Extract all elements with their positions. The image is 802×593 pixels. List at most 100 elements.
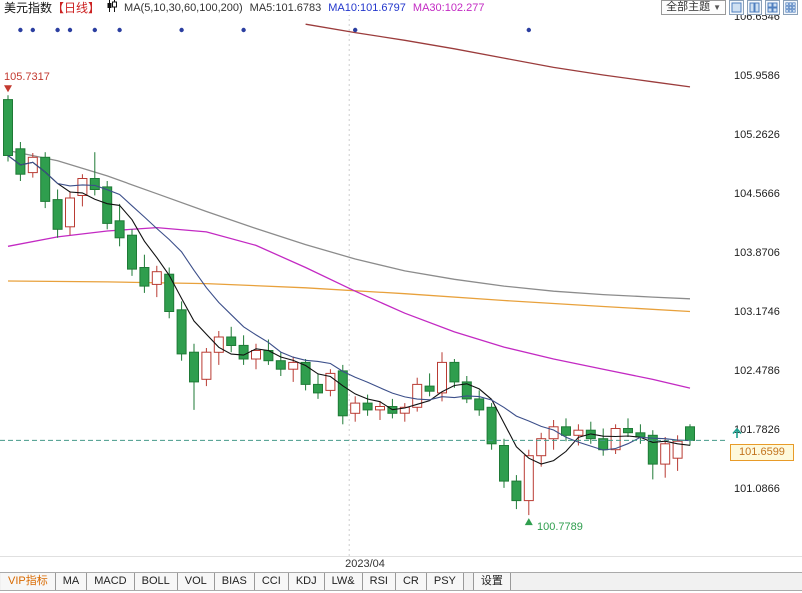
chart-header: 美元指数【日线】 MA(5,10,30,60,100,200) MA5:101.… <box>0 0 802 15</box>
candle <box>461 381 472 400</box>
y-axis-label: 105.9586 <box>734 70 780 82</box>
candle <box>27 156 38 174</box>
candle <box>375 406 385 411</box>
ma10-value: MA10:101.6797 <box>328 1 406 14</box>
event-dot[interactable] <box>353 27 358 33</box>
price-chart-canvas[interactable] <box>0 0 802 556</box>
event-dot[interactable] <box>55 27 60 33</box>
tab-cci[interactable]: CCI <box>254 573 289 590</box>
event-dot[interactable] <box>179 27 184 33</box>
tab-psy[interactable]: PSY <box>426 573 464 590</box>
ma-line-MA10 <box>7 155 691 451</box>
current-price-label: 101.6599 <box>730 444 794 461</box>
high-price-annotation: 105.7317 <box>4 71 50 83</box>
candle <box>139 267 150 287</box>
candle <box>647 434 658 465</box>
event-dot[interactable] <box>67 27 73 33</box>
legend: 美元指数【日线】 MA(5,10,30,60,100,200) MA5:101.… <box>4 0 484 16</box>
candle <box>65 197 75 228</box>
y-axis-label: 105.2626 <box>734 129 780 141</box>
candle <box>52 199 63 230</box>
low-marker-icon <box>524 518 533 526</box>
candle <box>325 372 336 391</box>
event-dot[interactable] <box>117 27 122 33</box>
candle <box>536 438 547 457</box>
candle <box>238 344 249 360</box>
tab-bias[interactable]: BIAS <box>214 573 255 590</box>
tab-vip-indicators[interactable]: VIP指标 <box>0 573 56 590</box>
header-controls: 全部主题 ▼ <box>661 0 798 15</box>
candle <box>102 186 113 224</box>
low-price-annotation: 100.7789 <box>537 521 583 533</box>
candle <box>176 309 187 355</box>
tab-macd[interactable]: MACD <box>87 573 135 590</box>
candle <box>399 406 410 414</box>
y-axis-label: 103.8706 <box>734 247 780 259</box>
candle <box>672 440 683 459</box>
tab-rsi[interactable]: RSI <box>362 573 396 590</box>
event-dot[interactable] <box>92 27 98 33</box>
candle <box>226 336 237 346</box>
event-dot[interactable] <box>30 27 35 33</box>
tab-vol[interactable]: VOL <box>177 573 215 590</box>
layout-9grid-icon[interactable] <box>783 0 798 15</box>
candle <box>660 443 671 465</box>
tab-ma[interactable]: MA <box>55 573 88 590</box>
plot-area[interactable] <box>0 14 728 556</box>
y-axis-label: 102.4786 <box>734 365 780 377</box>
y-axis-label: 103.1746 <box>734 306 780 318</box>
tab-cr[interactable]: CR <box>395 573 427 590</box>
candle <box>437 361 447 394</box>
tab-settings[interactable]: 设置 <box>472 573 511 590</box>
y-axis-label: 104.5666 <box>734 188 780 200</box>
latest-price-arrow-icon[interactable] <box>731 426 743 440</box>
candle <box>561 426 571 436</box>
symbol-title: 美元指数【日线】 <box>4 0 100 16</box>
candle <box>499 445 509 482</box>
candle <box>313 383 323 394</box>
y-axis[interactable]: 106.6546 105.9586 105.2626 104.5666 103.8706… <box>732 0 802 556</box>
tab-lwr[interactable]: LW& <box>324 573 363 590</box>
candle <box>40 156 51 202</box>
ma30-value: MA30:102.277 <box>412 1 485 14</box>
theme-dropdown[interactable]: 全部主题 ▼ <box>661 0 726 15</box>
chevron-down-icon: ▼ <box>713 3 721 12</box>
layout-4grid-icon[interactable] <box>765 0 780 15</box>
candle <box>189 351 199 383</box>
candle <box>15 148 26 175</box>
y-axis-label: 101.7826 <box>734 424 780 436</box>
ma5-value: MA5:101.6783 <box>249 1 322 14</box>
period-label: 【日线】 <box>52 1 101 15</box>
candle <box>573 429 584 436</box>
candle <box>449 361 460 383</box>
event-dot[interactable] <box>18 27 23 33</box>
symbol-name: 美元指数 <box>4 1 53 15</box>
candle <box>164 273 175 313</box>
layout-single-icon[interactable] <box>729 0 744 15</box>
candle <box>350 402 361 414</box>
candle <box>412 383 423 408</box>
indicator-toolbar: VIP指标 MA MACD BOLL VOL BIAS CCI KDJ LW& … <box>0 572 802 591</box>
candle <box>610 428 621 451</box>
ma-group-label: MA(5,10,30,60,100,200) <box>124 1 243 14</box>
layout-2col-icon[interactable] <box>747 0 762 15</box>
event-dot[interactable] <box>526 27 531 33</box>
candle <box>3 99 13 156</box>
candle <box>486 406 497 445</box>
candle <box>251 350 261 360</box>
tab-boll[interactable]: BOLL <box>134 573 178 590</box>
candle <box>362 402 373 411</box>
candle <box>424 385 435 392</box>
tab-kdj[interactable]: KDJ <box>288 573 325 590</box>
candle <box>77 178 88 196</box>
candle <box>127 234 137 270</box>
candle <box>213 336 224 353</box>
candle <box>151 271 162 285</box>
event-dot[interactable] <box>241 27 246 33</box>
candle <box>474 398 485 411</box>
candle <box>623 428 633 434</box>
candle <box>300 361 311 385</box>
x-axis-label: 2023/04 <box>345 558 385 570</box>
ma-line-MA200 <box>305 23 691 88</box>
candle <box>288 361 299 370</box>
